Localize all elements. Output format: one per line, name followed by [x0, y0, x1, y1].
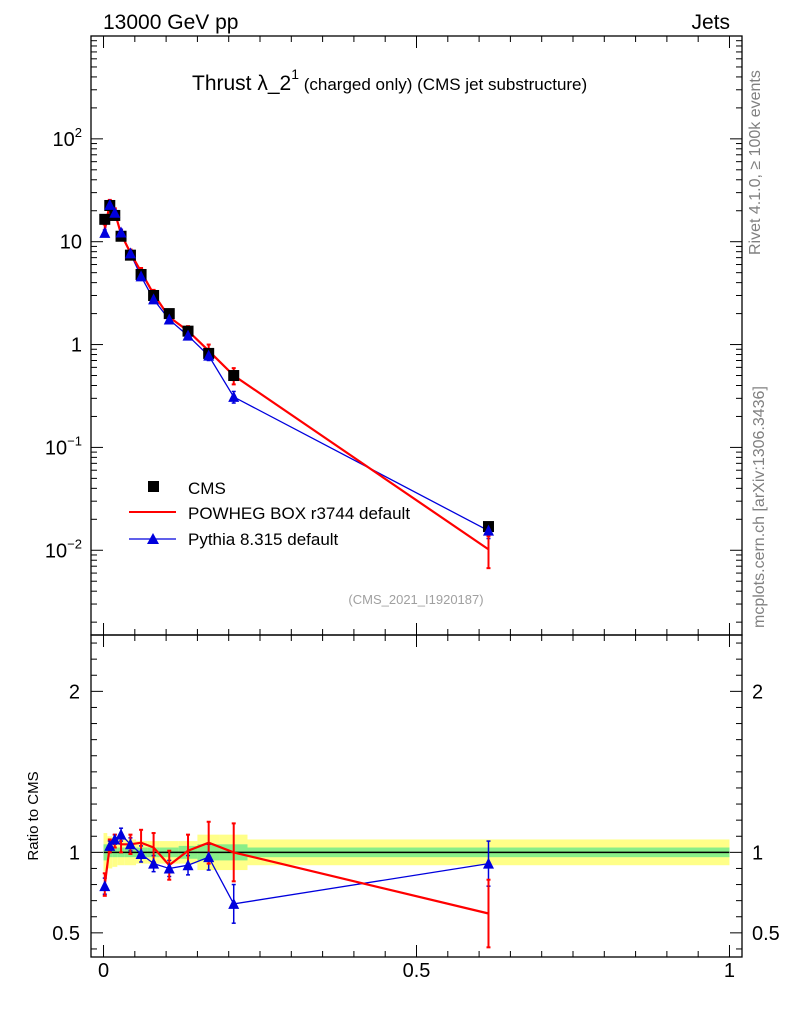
ratio-pythia-point	[124, 838, 136, 850]
pythia-point	[228, 390, 240, 402]
ratio-pythia-point	[135, 847, 147, 859]
ratio-y-tick-label-left: 2	[69, 681, 80, 703]
ratio-y-tick-label-right: 2	[752, 681, 763, 703]
main-y-tick-label: 10−1	[45, 433, 82, 459]
pythia-point	[124, 247, 136, 259]
mcplots-credit-label: mcplots.cern.ch [arXiv:1306.3436]	[751, 386, 768, 628]
x-tick-label: 0.5	[403, 960, 431, 982]
ratio-pythia-point	[163, 862, 175, 874]
ratio-plot-frame	[90, 634, 743, 958]
plot-title-subtitle: (charged only) (CMS jet substructure)	[299, 75, 587, 94]
chart-marks: 10−2 10−1 1 10 102 0.5 0.5 1 1 2 2 0 0.5 1	[45, 36, 780, 982]
main-y-tick-label: 10−2	[45, 536, 82, 562]
ratio-y-tick-label-left: 0.5	[52, 923, 80, 945]
ratio-pythia-point	[148, 857, 160, 869]
plot-title-main: Thrust λ_2	[192, 72, 291, 95]
x-tick-label: 0	[98, 960, 109, 982]
legend-pythia-label: Pythia 8.315 default	[188, 530, 339, 549]
pythia-point	[203, 349, 215, 361]
header-energy-label: 13000 GeV pp	[103, 11, 238, 34]
ratio-y-tick-label-right: 0.5	[752, 923, 780, 945]
main-y-tick-label: 102	[53, 125, 82, 151]
ratio-pythia-point	[104, 839, 116, 851]
pythia-point	[99, 226, 111, 238]
pythia-point	[148, 293, 160, 305]
ratio-pythia-point	[109, 833, 121, 845]
legend-cms-label: CMS	[188, 479, 226, 498]
analysis-id-label: (CMS_2021_I1920187)	[348, 592, 483, 607]
ratio-pythia-point	[482, 857, 494, 869]
ratio-pythia-point	[228, 897, 240, 909]
ratio-pythia-point	[203, 851, 215, 863]
pythia-point	[135, 270, 147, 282]
ratio-pythia-point	[115, 828, 127, 840]
powheg-line	[103, 200, 490, 551]
pythia-point	[482, 524, 494, 536]
rivet-version-label: Rivet 4.1.0, ≥ 100k events	[747, 70, 764, 255]
pythia-point	[163, 313, 175, 325]
plot-title: Thrust λ_21 (charged only) (CMS jet subs…	[192, 66, 587, 95]
pythia-line	[104, 203, 489, 532]
ratio-y-tick-label-right: 1	[752, 842, 763, 864]
pythia-point	[104, 198, 116, 210]
pythia-point	[115, 226, 127, 238]
pythia-point	[109, 206, 121, 218]
main-y-tick-label: 10	[60, 232, 82, 254]
legend-pythia-marker	[147, 533, 159, 544]
legend-powheg-label: POWHEG BOX r3744 default	[188, 504, 410, 523]
ratio-y-tick-label-left: 1	[69, 842, 80, 864]
header-category-label: Jets	[691, 11, 730, 34]
legend-cms-marker	[148, 481, 159, 492]
x-tick-label: 1	[724, 960, 735, 982]
cms-data-point	[99, 213, 111, 225]
plot-title-superscript: 1	[291, 66, 299, 82]
ratio-y-axis-label: Ratio to CMS	[25, 771, 42, 860]
legend: CMS POWHEG BOX r3744 default Pythia 8.31…	[129, 479, 410, 549]
ratio-pythia-point	[99, 880, 111, 892]
pythia-point	[182, 329, 194, 341]
cms-data-point	[228, 370, 240, 382]
main-y-tick-label: 1	[71, 335, 82, 357]
ratio-pythia-point	[182, 859, 194, 871]
